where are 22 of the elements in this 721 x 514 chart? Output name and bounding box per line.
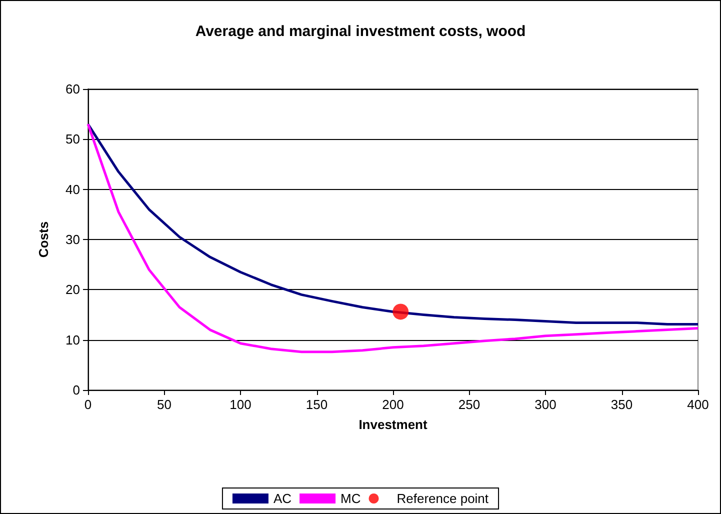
y-tick-label: 30 — [66, 232, 80, 247]
x-tick-label: 100 — [230, 397, 252, 412]
x-tick-label: 300 — [534, 397, 556, 412]
y-tick-label: 60 — [66, 82, 80, 96]
x-tick-label: 400 — [687, 397, 709, 412]
x-axis-title: Investment — [358, 417, 428, 432]
x-tick-label: 200 — [382, 397, 404, 412]
chart-title: Average and marginal investment costs, wood — [195, 23, 526, 40]
legend-label: Reference point — [396, 491, 489, 506]
x-tick-label: 150 — [306, 397, 328, 412]
x-tick-label: 350 — [610, 397, 633, 412]
legend-label: MC — [340, 491, 361, 506]
y-tick-label: 50 — [66, 132, 80, 147]
y-tick-label: 0 — [72, 382, 80, 398]
x-tick-label: 0 — [84, 397, 92, 412]
x-tick-label: 50 — [157, 397, 172, 412]
y-tick-label: 20 — [66, 282, 80, 298]
x-tick-label: 250 — [458, 397, 480, 412]
legend-label: AC — [273, 491, 292, 506]
y-axis-title: Costs — [36, 221, 51, 258]
y-tick-label: 40 — [66, 182, 80, 197]
y-tick-label: 10 — [66, 332, 80, 348]
